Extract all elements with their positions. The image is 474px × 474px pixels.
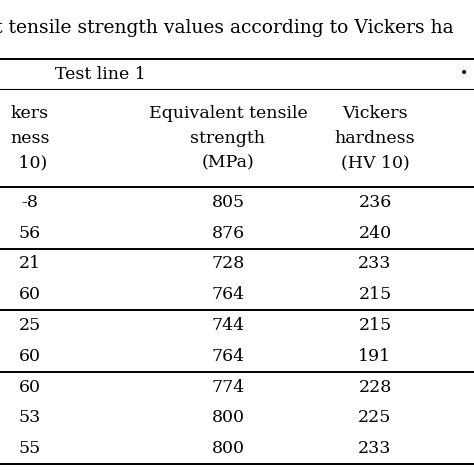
Text: 240: 240 (358, 225, 392, 242)
Text: 191: 191 (358, 348, 392, 365)
Text: kers: kers (11, 105, 49, 122)
Text: 60: 60 (19, 348, 41, 365)
Text: hardness: hardness (335, 129, 415, 146)
Text: 225: 225 (358, 410, 392, 426)
Text: •: • (460, 67, 468, 81)
Text: 228: 228 (358, 379, 392, 396)
Text: 55: 55 (19, 440, 41, 457)
Text: Test line 1: Test line 1 (55, 65, 146, 82)
Text: 233: 233 (358, 440, 392, 457)
Text: 60: 60 (19, 379, 41, 396)
Text: 764: 764 (211, 286, 245, 303)
Text: 800: 800 (211, 410, 245, 426)
Text: 876: 876 (211, 225, 245, 242)
Text: 53: 53 (19, 410, 41, 426)
Text: Equivalent tensile: Equivalent tensile (149, 105, 307, 122)
Text: 805: 805 (211, 194, 245, 211)
Text: Vickers: Vickers (342, 105, 408, 122)
Text: 764: 764 (211, 348, 245, 365)
Text: 215: 215 (358, 317, 392, 334)
Text: ness: ness (10, 129, 50, 146)
Text: (HV 10): (HV 10) (341, 154, 410, 171)
Text: 728: 728 (211, 255, 245, 273)
Text: 10): 10) (13, 154, 47, 171)
Text: 233: 233 (358, 255, 392, 273)
Text: 774: 774 (211, 379, 245, 396)
Text: 744: 744 (211, 317, 245, 334)
Text: 21: 21 (19, 255, 41, 273)
Text: 215: 215 (358, 286, 392, 303)
Text: 60: 60 (19, 286, 41, 303)
Text: (MPa): (MPa) (201, 154, 255, 171)
Text: -8: -8 (21, 194, 38, 211)
Text: strength: strength (191, 129, 265, 146)
Text: 56: 56 (19, 225, 41, 242)
Text: 25: 25 (19, 317, 41, 334)
Text: 800: 800 (211, 440, 245, 457)
Text: 236: 236 (358, 194, 392, 211)
Text: t tensile strength values according to Vickers ha: t tensile strength values according to V… (0, 19, 454, 37)
